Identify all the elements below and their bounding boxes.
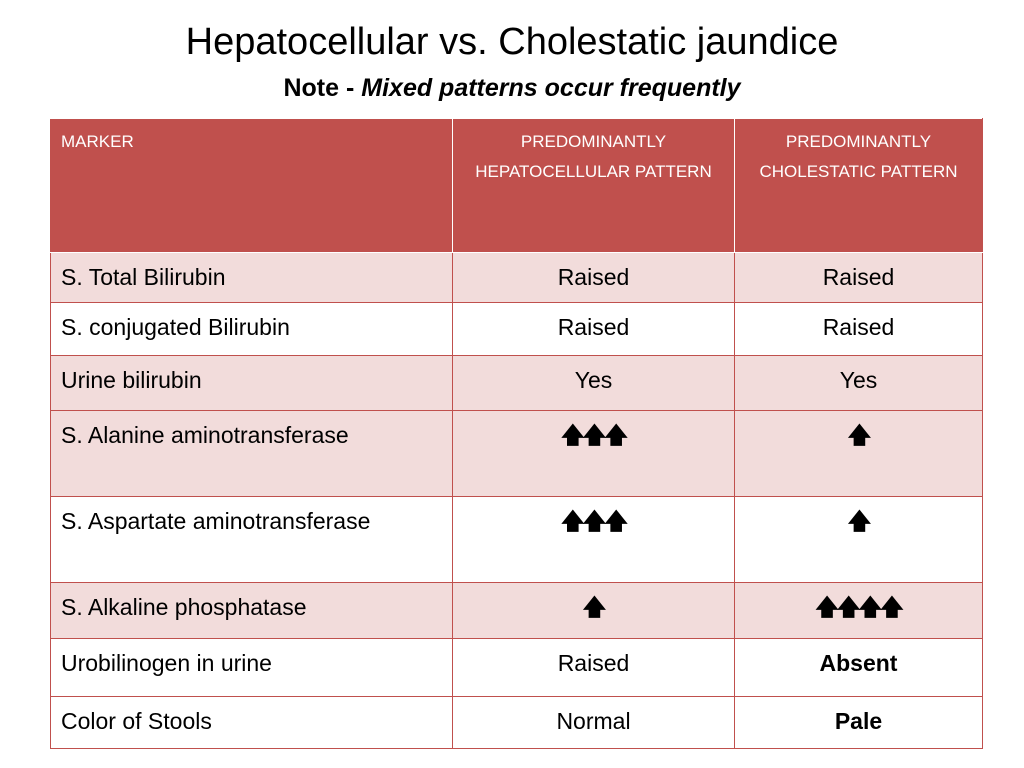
cholestatic-arrows: 🡅 bbox=[734, 496, 983, 583]
header-marker: MARKER bbox=[50, 118, 453, 253]
cholestatic-arrows: 🡅🡅🡅🡅 bbox=[734, 582, 983, 639]
table-row: S. Total Bilirubin Raised Raised bbox=[50, 252, 983, 303]
marker-cell: S. conjugated Bilirubin bbox=[50, 302, 453, 356]
table-row: Urobilinogen in urine Raised Absent bbox=[50, 638, 983, 697]
cholestatic-cell: Yes bbox=[734, 355, 983, 411]
hepatocellular-arrows: 🡅🡅🡅 bbox=[452, 496, 735, 583]
marker-cell: S. Total Bilirubin bbox=[50, 252, 453, 303]
table-row: S. Alanine aminotransferase 🡅🡅🡅 🡅 bbox=[50, 410, 983, 497]
cholestatic-cell: Raised bbox=[734, 252, 983, 303]
header-hepatocellular: PREDOMINANTLY HEPATOCELLULAR PATTERN bbox=[452, 118, 735, 253]
cholestatic-arrows: 🡅 bbox=[734, 410, 983, 497]
subtitle-prefix: Note - bbox=[283, 74, 362, 102]
marker-cell: S. Aspartate aminotransferase bbox=[50, 496, 453, 583]
table-row: S. Aspartate aminotransferase 🡅🡅🡅 🡅 bbox=[50, 496, 983, 583]
marker-cell: S. Alkaline phosphatase bbox=[50, 582, 453, 639]
hepatocellular-cell: Raised bbox=[452, 252, 735, 303]
table-header-row: MARKER PREDOMINANTLY HEPATOCELLULAR PATT… bbox=[50, 118, 983, 253]
table-row: S. Alkaline phosphatase 🡅 🡅🡅🡅🡅 bbox=[50, 582, 983, 639]
cholestatic-cell: Absent bbox=[734, 638, 983, 697]
cholestatic-cell: Raised bbox=[734, 302, 983, 356]
hepatocellular-cell: Normal bbox=[452, 696, 735, 749]
hepatocellular-arrows: 🡅 bbox=[452, 582, 735, 639]
header-cholestatic: PREDOMINANTLY CHOLESTATIC PATTERN bbox=[734, 118, 983, 253]
subtitle-emphasis: Mixed patterns occur frequently bbox=[361, 74, 741, 102]
table-row: S. conjugated Bilirubin Raised Raised bbox=[50, 302, 983, 356]
marker-cell: Color of Stools bbox=[50, 696, 453, 749]
slide-title: Hepatocellular vs. Cholestatic jaundice bbox=[185, 21, 839, 63]
marker-cell: S. Alanine aminotransferase bbox=[50, 410, 453, 497]
slide-subtitle: Note - Mixed patterns occur frequently bbox=[0, 72, 1024, 104]
marker-cell: Urobilinogen in urine bbox=[50, 638, 453, 697]
table-row: Color of Stools Normal Pale bbox=[50, 696, 983, 749]
marker-cell: Urine bilirubin bbox=[50, 355, 453, 411]
marker-comparison-table: MARKER PREDOMINANTLY HEPATOCELLULAR PATT… bbox=[50, 118, 983, 749]
table-row: Urine bilirubin Yes Yes bbox=[50, 355, 983, 411]
hepatocellular-cell: Raised bbox=[452, 638, 735, 697]
hepatocellular-cell: Yes bbox=[452, 355, 735, 411]
hepatocellular-cell: Raised bbox=[452, 302, 735, 356]
hepatocellular-arrows: 🡅🡅🡅 bbox=[452, 410, 735, 497]
cholestatic-cell: Pale bbox=[734, 696, 983, 749]
